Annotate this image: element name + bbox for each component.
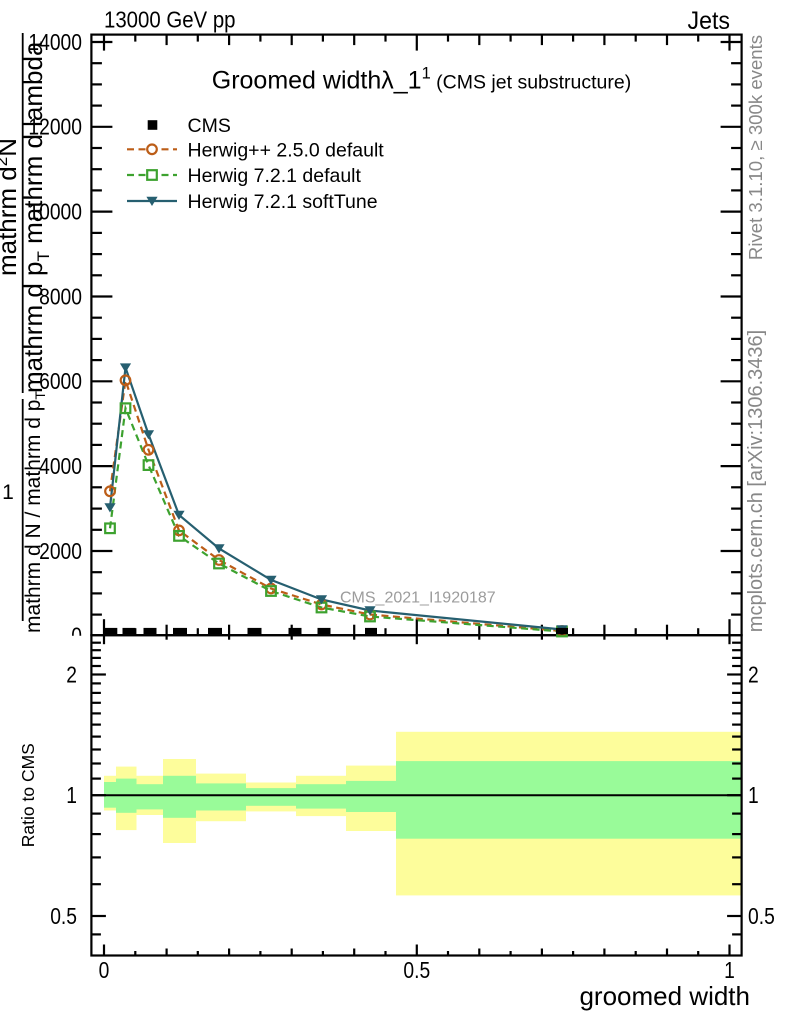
svg-text:CMS_2021_I1920187: CMS_2021_I1920187 (340, 590, 496, 607)
svg-text:1: 1 (748, 782, 759, 808)
svg-text:14000: 14000 (28, 29, 82, 55)
svg-text:Herwig 7.2.1 softTune: Herwig 7.2.1 softTune (188, 191, 378, 213)
svg-text:0.5: 0.5 (403, 957, 430, 983)
svg-text:0.5: 0.5 (50, 903, 77, 929)
svg-text:0: 0 (99, 957, 110, 983)
svg-text:1: 1 (66, 782, 77, 808)
svg-text:Groomed widthλ_11 (CMS jet sub: Groomed widthλ_11 (CMS jet substructure) (212, 65, 631, 95)
svg-text:mathrm d N / mathrm d pT: mathrm d N / mathrm d pT (22, 391, 48, 633)
svg-text:Ratio to CMS: Ratio to CMS (18, 743, 38, 847)
svg-text:0: 0 (71, 623, 82, 649)
svg-text:2000: 2000 (39, 538, 82, 564)
svg-text:1: 1 (724, 957, 735, 983)
svg-text:10000: 10000 (28, 199, 82, 225)
svg-text:1: 1 (2, 481, 14, 504)
svg-text:mathrm d pT mathrm d lambda: mathrm d pT mathrm d lambda (18, 41, 53, 393)
svg-text:12000: 12000 (28, 114, 82, 140)
svg-text:2: 2 (66, 661, 77, 687)
svg-text:0.5: 0.5 (748, 903, 775, 929)
svg-text:13000 GeV pp: 13000 GeV pp (104, 7, 236, 33)
svg-text:CMS: CMS (188, 115, 231, 137)
svg-text:Herwig++ 2.5.0 default: Herwig++ 2.5.0 default (188, 139, 385, 161)
svg-text:mcplots.cern.ch [arXiv:1306.34: mcplots.cern.ch [arXiv:1306.3436] (745, 330, 767, 632)
svg-text:8000: 8000 (39, 283, 82, 309)
svg-text:6000: 6000 (39, 368, 82, 394)
svg-text:2: 2 (748, 661, 759, 687)
svg-text:Jets: Jets (688, 7, 731, 35)
svg-text:Rivet 3.1.10, ≥ 300k events: Rivet 3.1.10, ≥ 300k events (745, 35, 766, 260)
svg-text:4000: 4000 (39, 453, 82, 479)
svg-text:mathrm d2N: mathrm d2N (0, 138, 22, 276)
svg-text:groomed width: groomed width (579, 981, 750, 1011)
svg-text:Herwig 7.2.1 default: Herwig 7.2.1 default (188, 165, 362, 187)
